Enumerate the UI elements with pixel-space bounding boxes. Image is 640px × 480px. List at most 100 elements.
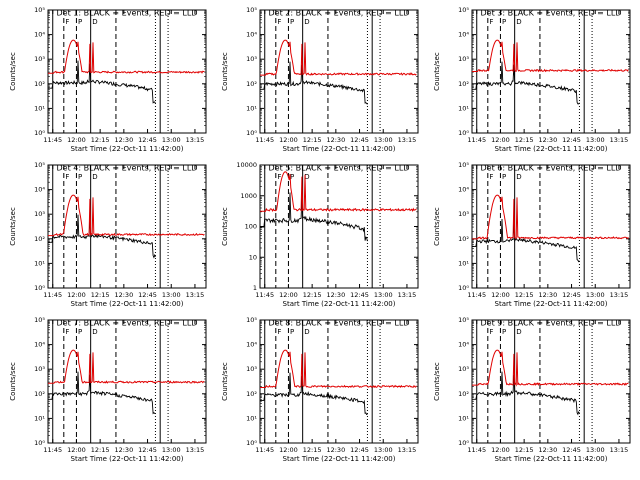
y-axis-label: Counts/sec bbox=[433, 207, 441, 246]
x-tick-label: 13:15 bbox=[610, 136, 629, 144]
lld-series-line bbox=[472, 39, 629, 73]
panel-det-8: Det 8: BLACK = Events, RED = LLD 10⁰ 10¹ 10… bbox=[221, 316, 419, 463]
panel-det-1: Det 1: BLACK = Events, RED = LLD 10⁰ 10¹ 10… bbox=[9, 6, 207, 153]
marker-label: P bbox=[502, 173, 506, 181]
x-axis-label: Start Time (22-Oct-11 11:42:00) bbox=[283, 300, 396, 308]
x-tick-label: 11:45 bbox=[255, 446, 274, 454]
x-tick-label: 13:15 bbox=[398, 136, 417, 144]
y-tick-label: 10⁰ bbox=[458, 284, 469, 292]
x-tick-label: 11:45 bbox=[467, 446, 486, 454]
y-axis-label: Counts/sec bbox=[221, 362, 229, 401]
y-tick-label: 10⁵ bbox=[246, 6, 257, 14]
x-tick-label: 12:00 bbox=[279, 291, 298, 299]
lld-series-line bbox=[260, 349, 417, 389]
marker-label: D bbox=[516, 328, 521, 336]
marker-label: F bbox=[489, 173, 493, 181]
lld-series-line bbox=[260, 39, 417, 76]
panel-det-5: Det 5: BLACK = Events, RED = LLD 1 10 100 10… bbox=[221, 161, 419, 308]
x-tick-label: 12:00 bbox=[279, 446, 298, 454]
y-tick-label: 10⁵ bbox=[458, 316, 469, 324]
marker-label: F bbox=[489, 328, 493, 336]
x-axis-label: Start Time (22-Oct-11 11:42:00) bbox=[71, 455, 184, 463]
x-tick-label: 13:00 bbox=[162, 446, 181, 454]
y-tick-label: 10³ bbox=[34, 365, 45, 373]
y-tick-label: 10⁵ bbox=[34, 316, 45, 324]
lld-series-line bbox=[48, 349, 205, 384]
y-tick-label: 10¹ bbox=[246, 414, 257, 422]
y-axis-label: Counts/sec bbox=[9, 207, 17, 246]
x-tick-label: 12:45 bbox=[138, 136, 157, 144]
x-tick-label: 11:45 bbox=[467, 136, 486, 144]
x-tick-label: 13:00 bbox=[374, 446, 393, 454]
marker-label: P bbox=[290, 173, 294, 181]
x-tick-label: 12:30 bbox=[538, 291, 557, 299]
y-tick-label: 10⁵ bbox=[246, 316, 257, 324]
x-axis-label: Start Time (22-Oct-11 11:42:00) bbox=[495, 455, 608, 463]
x-tick-label: 12:30 bbox=[326, 446, 345, 454]
x-tick-label: 12:45 bbox=[562, 291, 581, 299]
y-tick-label: 1000 bbox=[240, 192, 257, 200]
x-tick-label: 12:45 bbox=[138, 291, 157, 299]
y-tick-label: 10¹ bbox=[34, 414, 45, 422]
y-tick-label: 10² bbox=[246, 80, 257, 88]
x-tick-label: 12:00 bbox=[67, 136, 86, 144]
panel-title: Det 1: BLACK = Events, RED = LLD bbox=[57, 9, 198, 18]
lld-series-line bbox=[48, 194, 205, 237]
x-tick-label: 12:30 bbox=[538, 446, 557, 454]
y-tick-label: 10⁰ bbox=[34, 284, 45, 292]
lld-series-line bbox=[260, 171, 417, 212]
x-tick-label: 13:15 bbox=[186, 446, 205, 454]
marker-label: P bbox=[78, 328, 82, 336]
x-tick-label: 12:45 bbox=[562, 446, 581, 454]
y-tick-label: 10² bbox=[458, 390, 469, 398]
marker-label: P bbox=[78, 173, 82, 181]
y-tick-label: 10⁴ bbox=[458, 341, 469, 349]
x-tick-label: 13:15 bbox=[610, 446, 629, 454]
events-series-line bbox=[472, 371, 580, 416]
panel-det-6: Det 6: BLACK = Events, RED = LLD 10⁰ 10¹ 10… bbox=[433, 161, 631, 308]
y-axis-label: Counts/sec bbox=[9, 52, 17, 91]
panel-title: Det 2: BLACK = Events, RED = LLD bbox=[269, 9, 410, 18]
marker-label: F bbox=[65, 18, 69, 26]
x-tick-label: 12:30 bbox=[326, 136, 345, 144]
marker-label: D bbox=[516, 18, 521, 26]
y-axis-label: Counts/sec bbox=[221, 52, 229, 91]
x-tick-label: 12:30 bbox=[114, 136, 133, 144]
x-tick-label: 12:00 bbox=[491, 136, 510, 144]
marker-label: F bbox=[489, 18, 493, 26]
y-tick-label: 10¹ bbox=[458, 259, 469, 267]
x-tick-label: 13:15 bbox=[186, 291, 205, 299]
y-tick-label: 10 bbox=[249, 253, 257, 261]
y-tick-label: 10¹ bbox=[458, 104, 469, 112]
marker-label: D bbox=[304, 18, 309, 26]
x-tick-label: 12:15 bbox=[91, 446, 110, 454]
y-tick-label: 10² bbox=[458, 80, 469, 88]
x-tick-label: 13:15 bbox=[398, 446, 417, 454]
lld-series-line bbox=[472, 194, 629, 240]
y-tick-label: 10⁰ bbox=[246, 129, 257, 137]
x-tick-label: 12:15 bbox=[91, 291, 110, 299]
x-tick-label: 12:15 bbox=[303, 136, 322, 144]
y-tick-label: 10⁰ bbox=[458, 439, 469, 447]
y-tick-label: 10² bbox=[34, 390, 45, 398]
y-tick-label: 10⁴ bbox=[458, 31, 469, 39]
y-tick-label: 10⁴ bbox=[246, 341, 257, 349]
events-series-line bbox=[48, 371, 156, 415]
x-tick-label: 11:45 bbox=[43, 291, 62, 299]
panel-title: Det 5: BLACK = Events, RED = LLD bbox=[269, 164, 410, 173]
plot-frame bbox=[47, 9, 207, 134]
marker-label: D bbox=[304, 328, 309, 336]
y-tick-label: 100 bbox=[245, 223, 257, 231]
plot-frame bbox=[47, 164, 207, 289]
marker-label: P bbox=[502, 328, 506, 336]
x-axis-label: Start Time (22-Oct-11 11:42:00) bbox=[283, 145, 396, 153]
marker-label: D bbox=[92, 328, 97, 336]
x-tick-label: 12:15 bbox=[303, 291, 322, 299]
x-tick-label: 12:30 bbox=[538, 136, 557, 144]
y-tick-label: 10¹ bbox=[246, 104, 257, 112]
plot-frame bbox=[259, 319, 419, 444]
y-axis-label: Counts/sec bbox=[433, 52, 441, 91]
x-tick-label: 12:15 bbox=[91, 136, 110, 144]
x-tick-label: 12:00 bbox=[67, 291, 86, 299]
